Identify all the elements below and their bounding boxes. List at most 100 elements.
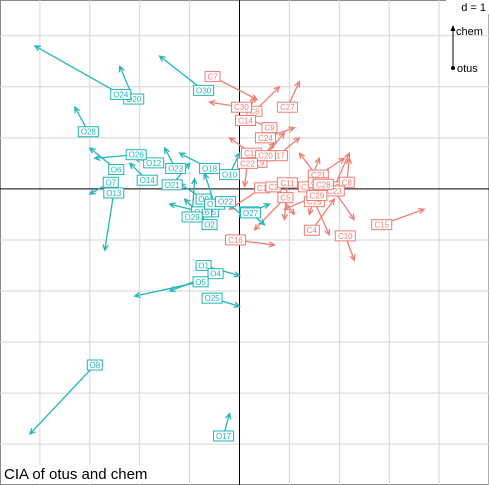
label-box xyxy=(276,177,298,189)
point-label: O26 xyxy=(129,151,145,160)
arrow-head-icon xyxy=(102,244,109,252)
point-label: O9 xyxy=(198,195,209,204)
arrow-head-icon xyxy=(88,188,96,195)
otus-label-O29: O29 xyxy=(181,211,203,223)
arrow-head-icon xyxy=(258,218,266,226)
chem-label-C9: C9 xyxy=(261,122,278,134)
point-label: C22 xyxy=(240,159,255,168)
otus-label-O7: O7 xyxy=(102,176,119,188)
arrow-head-icon xyxy=(228,136,236,144)
otus-label-O2: O2 xyxy=(201,219,218,231)
arrow-head-icon xyxy=(233,301,241,308)
point-label: O5 xyxy=(195,278,206,287)
chem-label-C29: C29 xyxy=(306,190,328,202)
arrow-head-icon xyxy=(88,147,96,154)
label-box xyxy=(207,268,224,280)
label-box xyxy=(77,126,99,138)
otus-label-O14: O14 xyxy=(136,174,158,186)
legend-label-otus: otus xyxy=(457,63,478,75)
legend-label-chem: chem xyxy=(456,26,483,38)
point-label: C23 xyxy=(327,187,342,196)
chem-label-C7: C7 xyxy=(204,71,221,83)
legend-dot-icon xyxy=(451,66,455,70)
point-label: O8 xyxy=(89,361,100,370)
label-box xyxy=(276,101,298,113)
arrow-head-icon xyxy=(33,45,41,52)
otus-label-O30: O30 xyxy=(193,84,215,96)
point-label: O7 xyxy=(105,178,116,187)
arrow-head-icon xyxy=(288,208,296,216)
label-box xyxy=(234,114,256,126)
point-label: C25 xyxy=(307,198,322,207)
label-box xyxy=(306,190,328,202)
otus-label-O4: O4 xyxy=(207,268,224,280)
chem-label-C10: C10 xyxy=(334,230,356,242)
label-box xyxy=(201,292,223,304)
chem-label-C11: C11 xyxy=(276,177,298,189)
chem-label-C24: C24 xyxy=(254,132,276,144)
arrow-shaft xyxy=(134,281,201,297)
label-box xyxy=(236,157,258,169)
point-label: C2 xyxy=(268,183,279,192)
point-label: C6 xyxy=(249,107,260,116)
point-label: C29 xyxy=(310,192,325,201)
arrow-head-icon xyxy=(128,162,136,170)
otus-label-O8: O8 xyxy=(86,359,103,371)
label-box xyxy=(254,132,276,144)
arrow-head-icon xyxy=(133,291,141,299)
label-box xyxy=(225,234,247,246)
label-box xyxy=(239,207,261,219)
arrow-head-icon xyxy=(314,156,321,165)
label-box xyxy=(143,157,165,169)
point-label: O19 xyxy=(207,200,223,209)
arrow-shaft xyxy=(313,201,330,236)
otus-label-O25: O25 xyxy=(201,292,223,304)
otus-label-O27: O27 xyxy=(239,207,261,219)
chem-label-C8: C8 xyxy=(338,176,355,188)
otus-label-O21: O21 xyxy=(161,179,183,191)
arrow-head-icon xyxy=(183,198,191,206)
chem-label-C27: C27 xyxy=(276,101,298,113)
point-label: O12 xyxy=(146,159,162,168)
arrow-head-icon xyxy=(168,202,176,209)
point-label: O25 xyxy=(205,294,221,303)
otus-label-O24: O24 xyxy=(110,88,132,100)
point-label: C5 xyxy=(280,194,291,203)
arrow-head-icon xyxy=(338,157,346,164)
point-label: C15 xyxy=(374,221,389,230)
label-box xyxy=(110,88,132,100)
arrow-head-icon xyxy=(225,412,232,420)
label-box xyxy=(103,187,125,199)
point-label: O13 xyxy=(106,189,122,198)
arrow-head-icon xyxy=(328,197,336,206)
point-label: C10 xyxy=(338,232,353,241)
label-box xyxy=(312,178,334,190)
label-box xyxy=(193,84,215,96)
point-label: C11 xyxy=(280,179,295,188)
point-label: O20 xyxy=(126,95,142,104)
arrow-head-icon xyxy=(273,85,281,93)
label-box xyxy=(161,179,183,191)
otus-label-O1: O1 xyxy=(195,259,212,271)
point-label: C28 xyxy=(316,180,331,189)
otus-label-O5: O5 xyxy=(192,276,209,288)
otus-label-O6: O6 xyxy=(108,163,125,175)
point-label: C20 xyxy=(258,152,273,161)
point-label: C16 xyxy=(228,236,243,245)
arrow-head-icon xyxy=(293,136,301,144)
arrow-head-icon xyxy=(253,223,261,231)
arrow-shaft xyxy=(159,55,204,91)
otus-label-O26: O26 xyxy=(125,149,147,161)
arrow-head-icon xyxy=(191,177,198,185)
arrow-shaft xyxy=(333,152,350,188)
arrow-head-icon xyxy=(298,151,306,160)
label-box xyxy=(334,230,356,242)
point-label: C14 xyxy=(238,116,253,125)
arrow-shaft xyxy=(29,364,96,435)
label-box xyxy=(181,211,203,223)
point-label: O29 xyxy=(185,213,201,222)
arrow-head-icon xyxy=(208,99,216,107)
point-label: O10 xyxy=(222,171,238,180)
point-label: O2 xyxy=(204,221,215,230)
arrow-head-icon xyxy=(324,228,331,237)
